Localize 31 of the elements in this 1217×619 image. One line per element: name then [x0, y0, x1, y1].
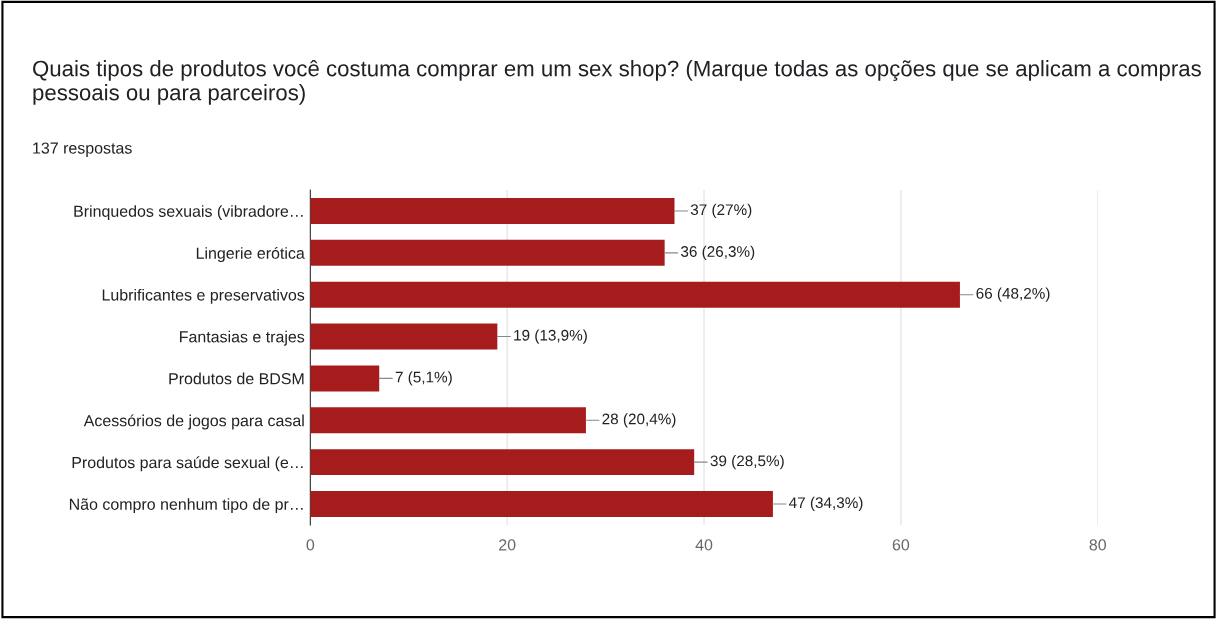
- y-tick-label: Brinquedos sexuais (vibradore…: [74, 205, 303, 221]
- data-label: 7 (5,1%): [395, 371, 452, 386]
- x-tick-label: 0: [306, 539, 315, 551]
- data-label: 36 (26,3%): [680, 245, 755, 260]
- bar: [310, 239, 665, 266]
- y-tick-label: Acessórios de jogos para casal: [83, 414, 304, 430]
- bar: [310, 365, 380, 392]
- data-label: 37 (27%): [690, 203, 752, 219]
- bar: [310, 407, 586, 434]
- bar: [310, 449, 695, 476]
- data-label: 39 (28,5%): [710, 455, 784, 470]
- bar: [310, 323, 498, 350]
- x-tick-label: 60: [892, 539, 910, 551]
- y-tick-label: Lubrificantes e preservativos: [102, 288, 305, 304]
- data-label: 66 (48,2%): [976, 287, 1050, 302]
- bar: [310, 281, 960, 308]
- bar: [310, 197, 675, 224]
- text: 137 respostas: [33, 142, 132, 157]
- data-label: 19 (13,9%): [514, 329, 587, 344]
- y-tick-label: Lingerie erótica: [196, 246, 305, 263]
- chart-title: Quais tipos de produtos você costuma comprar em um sex shop? (Marque todas as opções que se aplicam a compras pessoais ou para parceiros): [33, 60, 1201, 105]
- y-tick-label: Não compro nenhum tipo de pr…: [69, 498, 303, 514]
- x-tick-label: 80: [1089, 539, 1106, 551]
- x-tick-label: 40: [695, 539, 713, 551]
- data-label: 28 (20,4%): [602, 413, 676, 428]
- y-tick-label: Produtos para saúde sexual (e…: [72, 456, 303, 472]
- x-tick-label: 20: [499, 539, 516, 551]
- data-label: 47 (34,3%): [789, 496, 863, 512]
- y-tick-label: Fantasias e trajes: [180, 330, 305, 346]
- y-tick-label: Produtos de BDSM: [169, 372, 304, 385]
- bar: [310, 491, 773, 517]
